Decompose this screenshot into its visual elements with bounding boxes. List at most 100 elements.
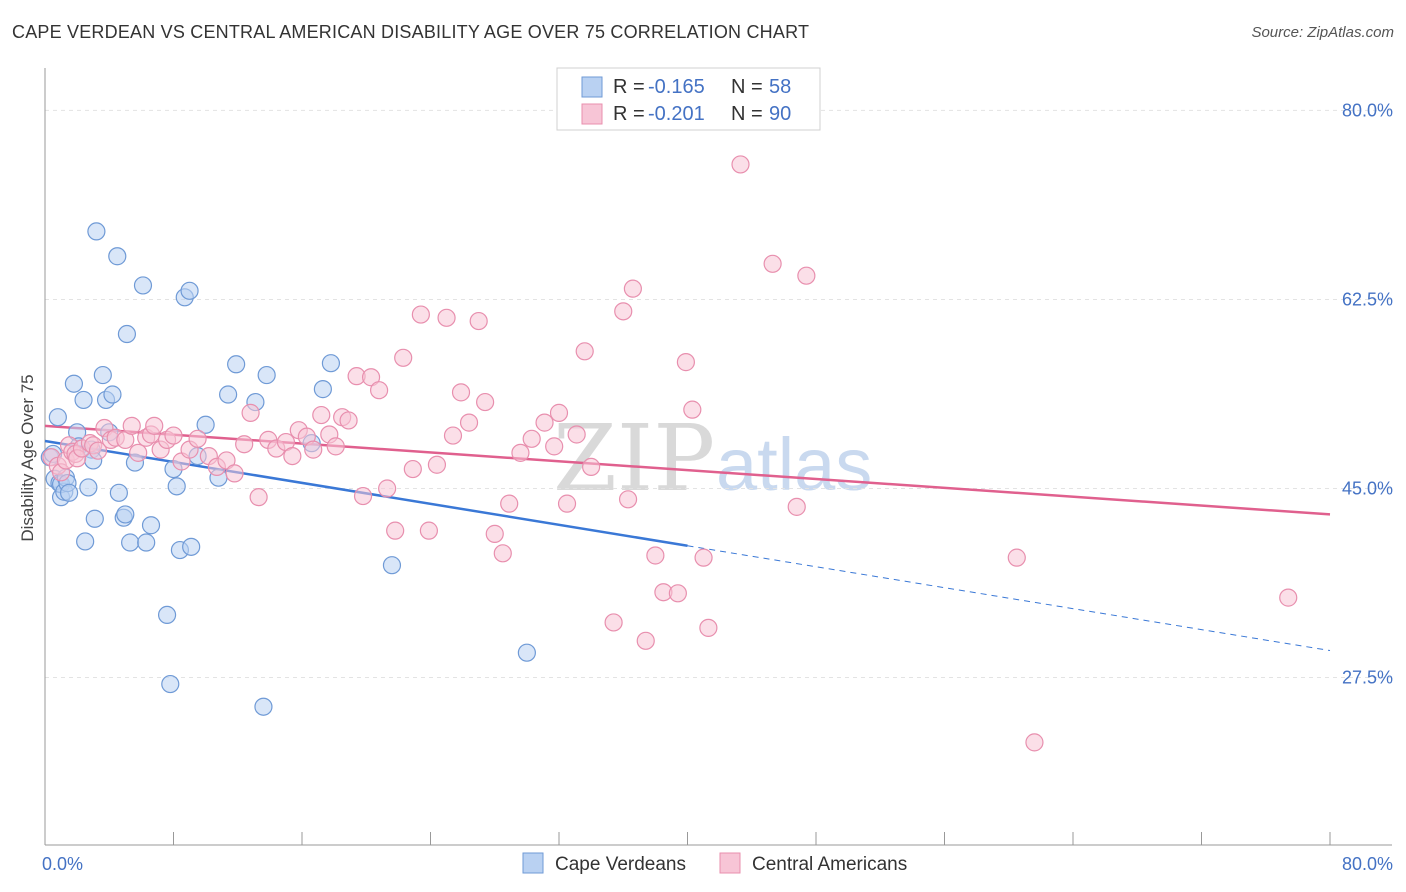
central-american-point: [683, 400, 702, 419]
cape-verdean-point: [227, 355, 246, 374]
central-american-trend-line: [44, 424, 1331, 516]
central-american-point: [500, 494, 519, 513]
central-american-point: [618, 490, 638, 509]
cape-verdean-point: [116, 505, 135, 524]
legend-n-label: N =: [731, 103, 763, 125]
central-american-point: [164, 426, 183, 445]
central-american-point: [676, 353, 695, 372]
cape-verdean-point: [76, 532, 95, 551]
cape-verdean-point: [517, 643, 536, 662]
central-american-point: [699, 618, 718, 637]
central-american-point: [370, 381, 389, 400]
central-american-point: [403, 459, 422, 479]
central-american-point: [469, 311, 488, 331]
y-tick-label: 62.5%: [1342, 289, 1393, 309]
central-american-point: [386, 521, 405, 540]
cape-verdean-point: [167, 477, 186, 496]
central-american-point: [217, 451, 236, 470]
cape-verdean-point: [196, 415, 215, 434]
tick-labels: 80.0% 62.5% 45.0% 27.5% 0.0% 80.0%: [42, 100, 1393, 874]
legend-r-label: R =: [613, 76, 645, 98]
data-points: [40, 155, 1298, 752]
central-american-point: [604, 613, 623, 632]
central-american-point: [419, 521, 438, 540]
central-american-point: [241, 403, 260, 422]
cape-verdean-point: [109, 483, 128, 502]
central-american-point: [522, 429, 541, 448]
x-tick-label: 80.0%: [1342, 854, 1393, 874]
central-american-point: [694, 548, 713, 567]
central-american-point: [614, 302, 633, 321]
central-american-point: [459, 413, 479, 432]
central-american-point: [312, 405, 331, 425]
central-american-point: [1279, 588, 1298, 607]
watermark: ZIP atlas: [553, 405, 872, 512]
central-american-point: [326, 437, 345, 456]
central-american-point: [283, 446, 302, 466]
central-american-point: [1007, 548, 1026, 567]
central-american-point: [476, 392, 495, 412]
central-american-point: [304, 440, 323, 459]
y-tick-label: 27.5%: [1342, 668, 1393, 688]
central-american-point: [353, 486, 373, 506]
central-american-point: [225, 464, 244, 483]
central-american-point: [668, 584, 687, 603]
cape-verdean-point: [85, 509, 104, 528]
central-american-point: [493, 544, 512, 563]
cape-verdean-point: [79, 478, 98, 497]
central-american-point: [763, 254, 782, 273]
cape-verdean-point: [257, 365, 276, 385]
bottom-legend-label: Central Americans: [752, 854, 907, 875]
central-american-point: [549, 403, 569, 422]
central-american-point: [443, 426, 463, 445]
central-american-point: [394, 348, 413, 367]
legend-r-value: -0.165: [648, 76, 705, 98]
cape-verdean-point: [64, 374, 84, 393]
central-american-point: [646, 546, 665, 565]
central-american-point: [235, 435, 254, 454]
central-american-point: [88, 441, 108, 460]
cape-verdean-point: [121, 533, 140, 552]
bottom-legend: Cape Verdeans Central Americans: [522, 852, 907, 875]
central-american-point: [339, 411, 358, 430]
central-american-point: [567, 425, 586, 444]
cape-verdean-point: [382, 556, 402, 575]
cape-verdean-trend-extension: [687, 545, 1331, 652]
cape-verdean-point: [321, 354, 341, 373]
y-tick-label: 80.0%: [1342, 100, 1393, 120]
central-american-point: [731, 155, 750, 174]
cape-verdean-point: [93, 365, 112, 385]
cape-verdean-point: [108, 247, 127, 266]
central-american-point: [535, 413, 554, 432]
bottom-legend-swatch: [522, 852, 544, 874]
cape-verdean-point: [48, 408, 67, 427]
cape-verdean-point: [87, 222, 106, 241]
cape-verdean-point: [180, 281, 199, 300]
cape-verdean-point: [103, 385, 122, 404]
central-american-point: [378, 479, 397, 498]
central-american-point: [623, 279, 642, 298]
x-tick-label: 0.0%: [42, 854, 83, 874]
cape-verdean-point: [254, 697, 273, 716]
bottom-legend-label: Cape Verdeans: [555, 854, 686, 875]
legend-n-label: N =: [731, 76, 763, 98]
central-american-point: [545, 437, 564, 456]
legend-n-value: 58: [769, 76, 791, 98]
cape-verdean-point: [219, 385, 238, 404]
central-american-point: [1025, 733, 1044, 752]
central-american-point: [511, 443, 530, 462]
legend-swatch: [581, 103, 603, 125]
central-american-point: [787, 497, 806, 516]
central-american-point: [145, 416, 164, 435]
central-american-point: [582, 457, 601, 477]
cape-verdean-point: [157, 605, 177, 625]
cape-verdean-point: [59, 483, 79, 502]
central-american-point: [427, 455, 447, 474]
central-american-point: [797, 266, 816, 285]
watermark-atlas: atlas: [716, 423, 872, 506]
cape-verdean-point: [133, 276, 153, 295]
grid: [45, 109, 1392, 679]
cape-verdean-point: [137, 533, 156, 552]
cape-verdean-point: [182, 537, 201, 556]
